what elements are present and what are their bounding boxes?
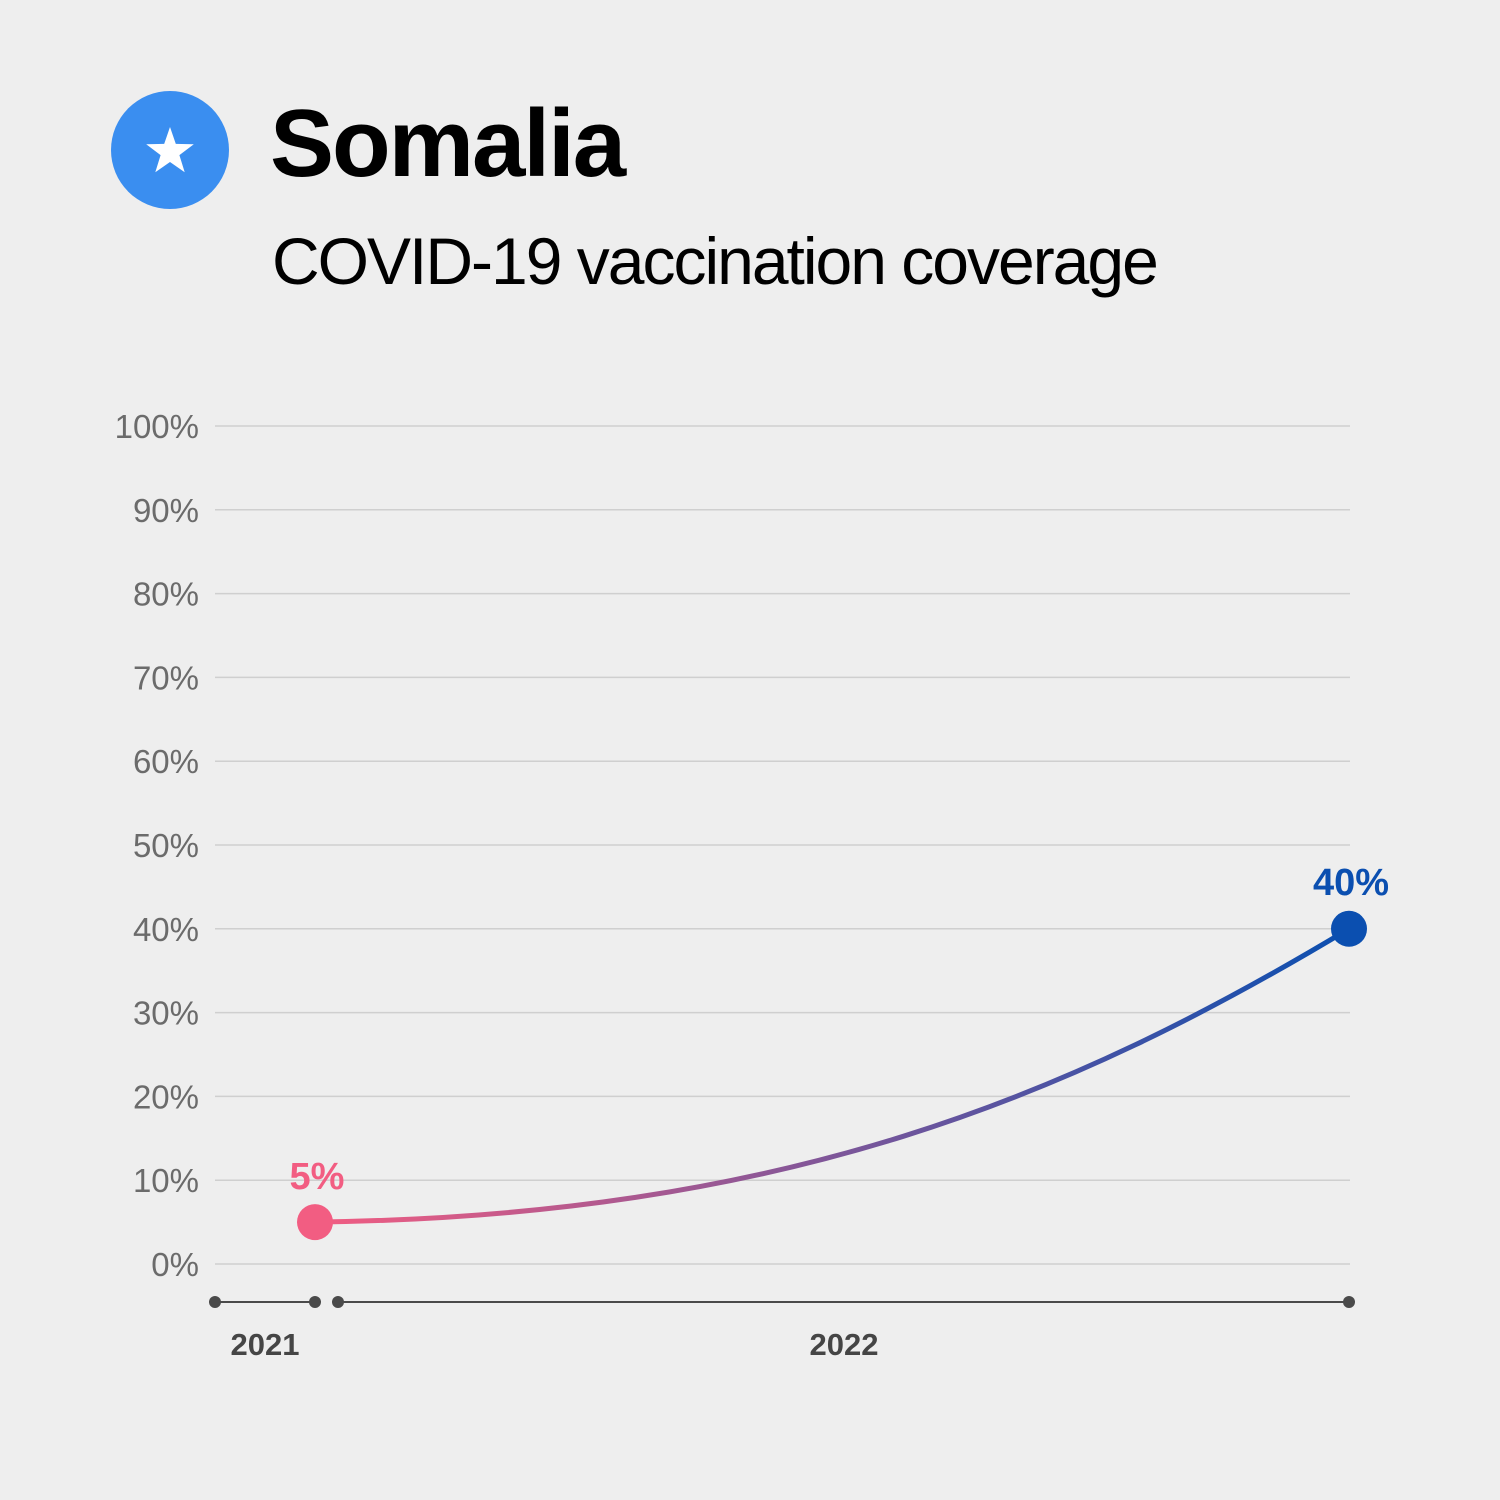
y-tick-label-90: 90% <box>133 492 199 529</box>
y-tick-label-50: 50% <box>133 827 199 864</box>
page-title: Somalia <box>270 90 626 197</box>
y-tick-label-10: 10% <box>133 1162 199 1199</box>
y-tick-label-30: 30% <box>133 995 199 1032</box>
data-label-2022-12: 40% <box>1313 862 1389 904</box>
y-tick-label-20: 20% <box>133 1078 199 1115</box>
x-axis-tick-dot-3 <box>1343 1296 1355 1308</box>
x-axis-tick-dot-0 <box>209 1296 221 1308</box>
data-point-2021-12 <box>297 1204 333 1241</box>
x-axis-tick-dot-1 <box>309 1296 321 1308</box>
somalia-flag-icon <box>111 91 229 209</box>
x-tick-label-2022: 2022 <box>810 1327 879 1362</box>
y-tick-label-0: 0% <box>151 1246 199 1283</box>
page-subtitle: COVID-19 vaccination coverage <box>272 224 1159 298</box>
series-line <box>312 926 1352 1225</box>
y-tick-label-100: 100% <box>115 408 199 445</box>
y-tick-label-80: 80% <box>133 576 199 613</box>
y-tick-label-60: 60% <box>133 743 199 780</box>
x-axis-tick-dot-2 <box>332 1296 344 1308</box>
y-tick-label-40: 40% <box>133 911 199 948</box>
y-tick-label-70: 70% <box>133 659 199 696</box>
data-label-2021-12: 5% <box>290 1156 345 1198</box>
data-point-2022-12 <box>1331 910 1367 947</box>
x-tick-label-2021: 2021 <box>231 1327 300 1362</box>
